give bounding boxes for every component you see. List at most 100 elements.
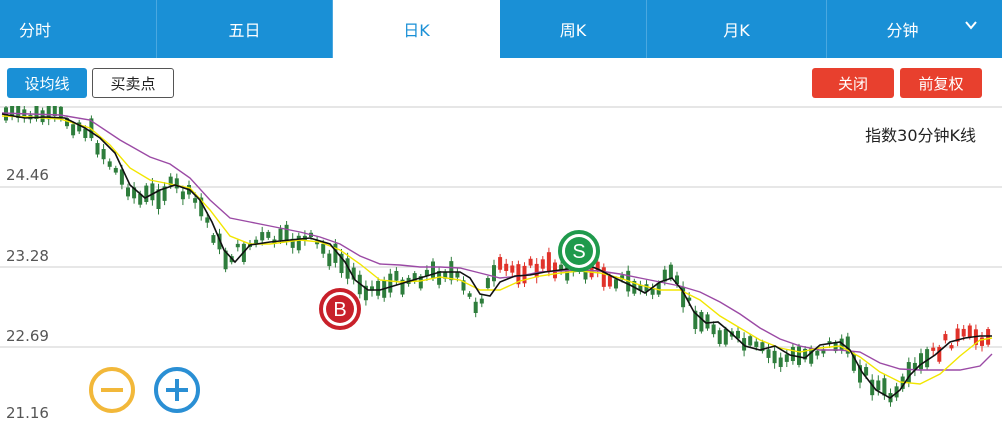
candle-body (858, 365, 862, 383)
candle-body (315, 240, 320, 245)
candle-body (565, 266, 570, 281)
candle-body (284, 224, 289, 242)
candle-body (534, 263, 539, 278)
candle-body (595, 261, 600, 272)
candle-body (71, 124, 76, 136)
candle-body (449, 261, 454, 281)
ma-line-purple (1, 112, 993, 371)
candle-body (461, 280, 466, 291)
tab-minute[interactable]: 分钟 (827, 0, 1002, 58)
set-ma-button[interactable]: 设均线 (7, 68, 87, 98)
candle-body (455, 271, 460, 278)
candle-body (199, 197, 204, 217)
candle-body (424, 269, 429, 277)
candle-body (223, 250, 228, 270)
candle-body (662, 269, 667, 282)
candle-body (559, 264, 564, 271)
candle-body (821, 349, 826, 354)
candle-body (912, 362, 917, 371)
candle-body (656, 282, 661, 295)
candle-body (296, 235, 301, 251)
candle-body (986, 329, 991, 345)
ma-line-yellow (1, 115, 993, 385)
tab-five-day[interactable]: 五日 (157, 0, 333, 58)
buy-sell-points-button[interactable]: 买卖点 (92, 68, 174, 98)
tab-daily-k[interactable]: 日K (333, 0, 500, 58)
candle-body (748, 336, 753, 346)
candle-body (370, 286, 374, 291)
candle-body (345, 258, 350, 279)
tab-weekly-k[interactable]: 周K (500, 0, 647, 58)
candle-body (40, 110, 45, 123)
tab-monthly-k[interactable]: 月K (647, 0, 827, 58)
candle-body (473, 301, 478, 314)
candle-body (601, 267, 606, 287)
tab-daily-k-label: 日K (403, 21, 430, 40)
buy-point-marker[interactable]: B (317, 287, 365, 331)
candle-body (797, 346, 801, 365)
candle-body (162, 186, 167, 201)
candle-body (937, 346, 942, 362)
candle-body (180, 191, 185, 200)
candle-body (363, 285, 368, 301)
candle-body (107, 161, 112, 167)
set-ma-label: 设均线 (24, 74, 70, 93)
candle-body (784, 354, 789, 362)
candle-body (809, 348, 814, 364)
tab-intraday[interactable]: 分时 (0, 0, 157, 58)
candle-body (126, 187, 130, 197)
candle-body (638, 284, 643, 291)
chart-title: 指数30分钟K线 (865, 126, 976, 145)
candle-body (485, 278, 490, 289)
candle-body (205, 217, 210, 223)
candle-body (906, 362, 911, 383)
candle-body (772, 350, 777, 364)
candle-body (516, 264, 521, 285)
candle-body (528, 258, 533, 266)
candle-body (339, 253, 344, 274)
candle-body (845, 336, 850, 354)
candle-body (711, 324, 716, 335)
sell-point-marker[interactable]: S (555, 229, 603, 273)
close-button[interactable]: 关闭 (812, 68, 894, 98)
kline-chart[interactable] (0, 106, 1002, 427)
candle-body (851, 354, 856, 371)
period-tab-bar: 分时 五日 日K 周K 月K 分钟 (0, 0, 1002, 58)
candle-body (132, 187, 137, 199)
tab-monthly-k-label: 月K (723, 21, 750, 40)
candle-body (919, 353, 923, 370)
candle-body (321, 243, 326, 254)
candle-body (925, 349, 930, 368)
candle-body (949, 345, 954, 349)
candle-body (803, 348, 808, 360)
candle-body (443, 272, 448, 279)
candle-body (333, 243, 338, 263)
candle-body (827, 341, 832, 345)
candle-body (77, 122, 82, 132)
candle-body (510, 265, 515, 273)
candle-body (967, 325, 972, 338)
candle-body (260, 232, 265, 241)
candle-body (760, 342, 765, 352)
tab-minute-label: 分钟 (886, 21, 919, 40)
zoom-in-button[interactable] (153, 366, 201, 414)
chevron-down-icon[interactable] (964, 18, 978, 32)
y-axis-label: 22.69 (6, 327, 49, 345)
minus-circle-icon (89, 367, 135, 413)
candle-body (723, 328, 728, 345)
candle-body (412, 273, 417, 282)
zoom-out-button[interactable] (88, 366, 136, 414)
candle-body (119, 169, 124, 185)
candle-body (351, 267, 356, 280)
candle-body (864, 367, 869, 376)
candle-body (34, 106, 39, 119)
candle-body (540, 259, 545, 269)
forward-adjust-button[interactable]: 前复权 (900, 68, 982, 98)
candle-body (46, 106, 51, 120)
candle-body (95, 143, 100, 155)
sell-marker-text: S (572, 241, 585, 263)
candle-body (699, 312, 704, 332)
forward-adjust-label: 前复权 (918, 74, 964, 93)
candle-body (431, 261, 435, 278)
candle-body (717, 330, 722, 344)
